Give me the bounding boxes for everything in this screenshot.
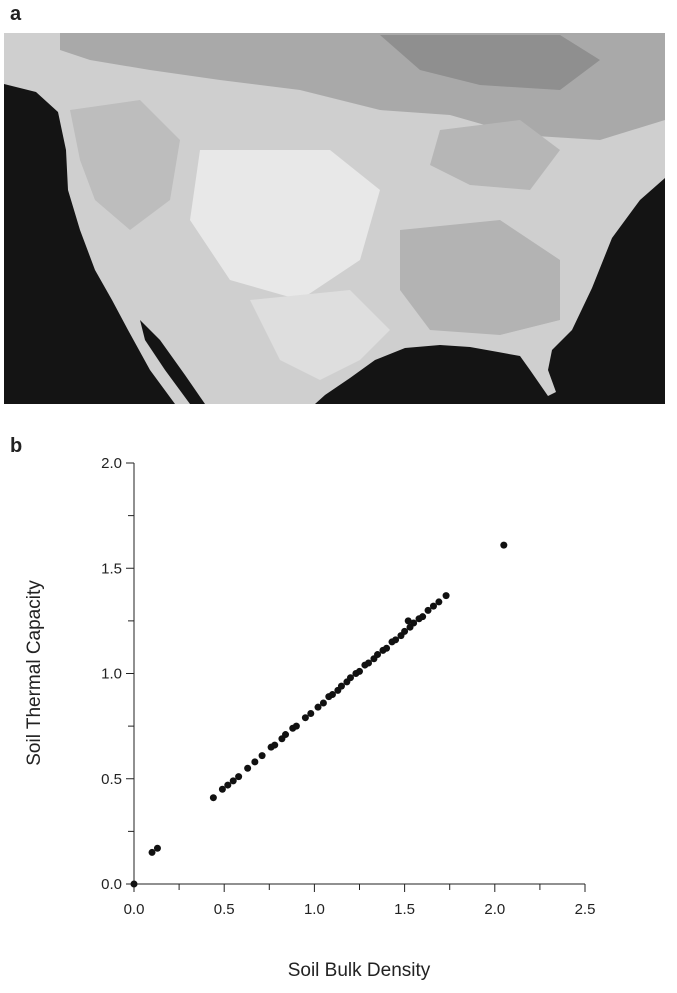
point: [392, 636, 400, 644]
point: [307, 709, 315, 717]
x-axis-label: Soil Bulk Density: [288, 960, 431, 981]
point: [271, 741, 279, 749]
point: [218, 785, 226, 793]
point: [356, 667, 363, 675]
x-tick-label: 1.5: [394, 901, 415, 918]
point: [235, 773, 243, 781]
x-tick-label: 0.5: [214, 901, 235, 918]
x-tick-label: 2.5: [575, 901, 596, 918]
point: [401, 627, 409, 635]
point: [404, 617, 412, 625]
point: [148, 848, 156, 856]
point: [224, 781, 232, 789]
point: [424, 606, 432, 614]
point: [419, 613, 427, 621]
point: [328, 691, 336, 699]
point: [301, 714, 309, 722]
point: [337, 682, 345, 690]
region-canada: [380, 35, 600, 90]
y-tick-label: 2.0: [101, 455, 122, 472]
point: [251, 758, 259, 766]
region-south: [400, 220, 560, 335]
y-tick-label: 0.5: [101, 771, 122, 788]
point: [229, 777, 237, 785]
point: [153, 844, 161, 852]
point: [282, 731, 290, 739]
point: [500, 541, 508, 549]
point: [346, 674, 354, 682]
point: [292, 722, 300, 730]
panel-label: a: [10, 3, 22, 25]
point: [258, 752, 266, 760]
x-tick-label: 0.0: [124, 901, 145, 918]
point: [130, 880, 138, 888]
panel-label: b: [10, 435, 22, 457]
point: [383, 644, 391, 652]
point: [319, 699, 327, 707]
point: [435, 598, 443, 606]
point: [209, 794, 217, 802]
y-axis-label: Soil Thermal Capacity: [24, 580, 45, 766]
point: [442, 592, 450, 600]
y-tick-label: 0.0: [101, 876, 122, 893]
region-plains: [190, 150, 380, 300]
point: [429, 602, 437, 610]
point: [365, 659, 373, 667]
point: [244, 764, 252, 772]
y-tick-label: 1.0: [101, 666, 122, 683]
point: [410, 619, 418, 627]
x-tick-label: 1.0: [304, 901, 325, 918]
map: [4, 33, 665, 404]
x-tick-label: 2.0: [484, 901, 505, 918]
region-west: [70, 100, 180, 230]
region-texas: [250, 290, 390, 380]
point: [314, 703, 322, 711]
y-tick-label: 1.5: [101, 560, 122, 577]
region-lakes: [430, 120, 560, 190]
gulf-california: [140, 320, 205, 404]
point: [374, 651, 382, 659]
